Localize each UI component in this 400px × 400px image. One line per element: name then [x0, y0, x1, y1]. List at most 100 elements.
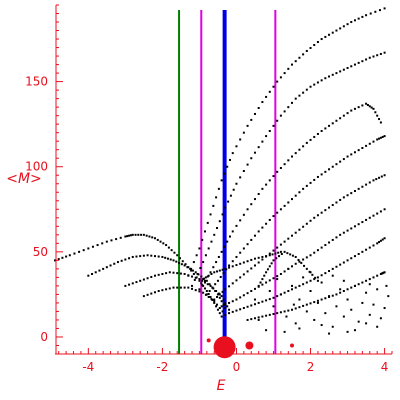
- data-point-s0: [173, 251, 176, 254]
- data-point-cloud-41: [265, 329, 268, 332]
- data-point-s4: [239, 138, 242, 141]
- data-point-s13: [300, 261, 303, 264]
- data-point-s6: [370, 106, 373, 109]
- data-point-s11: [253, 317, 256, 320]
- data-point-s1: [131, 255, 134, 258]
- data-point-s5: [204, 254, 207, 257]
- data-point-s3: [218, 307, 221, 310]
- data-point-s4: [287, 67, 290, 70]
- data-point-s13: [268, 265, 271, 268]
- data-point-s7: [320, 173, 323, 176]
- data-point-cloud-25: [372, 303, 375, 306]
- data-point-s3: [210, 298, 213, 301]
- data-point-s2: [179, 272, 182, 275]
- data-point-s9: [320, 246, 323, 249]
- data-point-s12: [202, 278, 205, 281]
- data-point-s11: [368, 278, 371, 281]
- data-point-s0: [140, 233, 143, 236]
- data-point-s9: [265, 281, 268, 284]
- data-point-s2: [194, 276, 197, 279]
- y-tick-label: 50: [33, 245, 48, 259]
- data-point-s1: [164, 256, 167, 259]
- data-point-s9: [350, 227, 353, 230]
- data-point-s6: [368, 105, 371, 108]
- data-point-cloud-32: [298, 327, 301, 330]
- data-point-s12: [242, 261, 245, 264]
- data-point-s2: [226, 305, 229, 308]
- data-point-cloud-18: [346, 298, 349, 301]
- data-point-s2: [220, 295, 223, 298]
- data-point-s2: [215, 290, 218, 293]
- data-point-s11: [383, 271, 386, 274]
- data-point-s6: [215, 261, 218, 264]
- data-point-s5: [213, 233, 216, 236]
- data-point-cloud-6: [302, 276, 305, 279]
- data-point-s8: [216, 295, 219, 298]
- data-point-s3: [202, 291, 205, 294]
- data-point-s12: [279, 250, 282, 253]
- data-point-s10: [228, 312, 231, 315]
- data-point-s1: [200, 275, 203, 278]
- data-point-s6: [272, 175, 275, 178]
- data-point-s6: [305, 141, 308, 144]
- data-point-s9: [342, 231, 345, 234]
- data-point-s8: [246, 270, 249, 273]
- data-point-s4: [228, 158, 231, 161]
- data-point-s7: [272, 215, 275, 218]
- data-point-s0: [78, 250, 81, 253]
- data-point-s0: [124, 235, 127, 238]
- data-point-s1: [178, 261, 181, 264]
- data-point-s1: [91, 272, 94, 275]
- data-point-s10: [302, 283, 305, 286]
- data-point-s0: [205, 290, 208, 293]
- data-point-s1: [218, 296, 221, 299]
- data-point-s0: [203, 287, 206, 290]
- data-point-s4: [268, 90, 271, 93]
- data-point-cloud-9: [313, 318, 316, 321]
- data-point-s13: [294, 255, 297, 258]
- data-point-s0: [156, 238, 159, 241]
- data-point-s10: [335, 265, 338, 268]
- data-point-s13: [270, 262, 273, 265]
- data-point-cloud-40: [257, 318, 260, 321]
- data-point-s2: [168, 271, 171, 274]
- data-point-s13: [280, 252, 283, 255]
- data-point-s5: [302, 91, 305, 94]
- data-point-s5: [199, 267, 202, 270]
- data-point-s5: [261, 140, 264, 143]
- data-point-s13: [266, 268, 269, 271]
- data-point-s12: [239, 262, 242, 265]
- data-point-s3: [183, 286, 186, 289]
- data-point-s5: [221, 213, 224, 216]
- data-point-s5: [265, 135, 268, 138]
- data-point-s4: [235, 145, 238, 148]
- data-point-s9: [335, 236, 338, 239]
- data-point-s11: [316, 299, 319, 302]
- data-point-s4: [320, 38, 323, 41]
- data-point-s8: [231, 282, 234, 285]
- data-point-s13: [275, 257, 278, 260]
- data-point-s0: [165, 244, 168, 247]
- data-point-s5: [379, 52, 382, 55]
- data-point-s9: [328, 241, 331, 244]
- data-point-s1: [208, 283, 211, 286]
- data-point-s8: [342, 196, 345, 199]
- data-point-s9: [368, 216, 371, 219]
- data-point-s7: [291, 198, 294, 201]
- data-point-s7: [365, 144, 368, 147]
- data-point-s1: [169, 258, 172, 261]
- data-point-s0: [68, 254, 71, 257]
- data-point-s9: [246, 292, 249, 295]
- data-point-cloud-27: [379, 317, 382, 320]
- data-point-s12: [274, 252, 277, 255]
- data-point-s3: [194, 289, 197, 292]
- red-marker-2: [206, 338, 211, 343]
- data-point-s5: [368, 56, 371, 59]
- data-point-s5: [376, 54, 379, 57]
- data-point-s3: [221, 310, 224, 313]
- data-point-s10: [242, 307, 245, 310]
- x-tick-label: 4: [381, 360, 389, 374]
- data-point-s6: [365, 102, 368, 105]
- data-point-s11: [246, 318, 249, 321]
- data-point-s11: [291, 308, 294, 311]
